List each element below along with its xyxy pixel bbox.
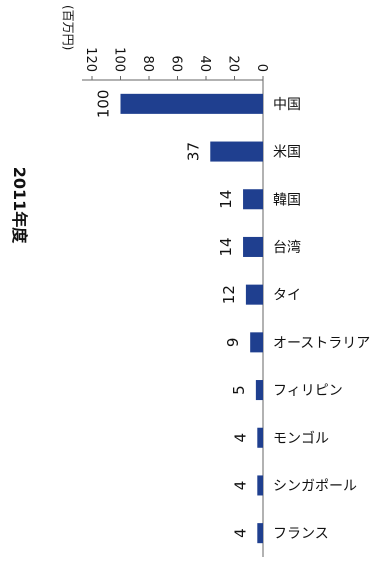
bar-value-label: 4 [231,528,249,538]
bar [120,93,263,114]
bar-value-label: 37 [184,142,202,161]
bar [257,427,263,448]
bar-value-label: 12 [220,285,238,304]
bar-value-label: 14 [217,237,235,256]
bar [245,284,263,305]
category-label: オーストラリア [273,335,370,351]
category-label: フィリピン [273,383,343,399]
category-label: 韓国 [273,192,301,208]
bar-value-label: 4 [231,481,249,491]
bar [255,380,263,401]
bar-value-label: 100 [95,90,113,119]
category-label: モンゴル [273,430,329,447]
y-tick-label: 80 [140,55,155,72]
bar-value-label: 14 [217,190,235,209]
bar [210,141,263,162]
category-label: 台湾 [273,239,301,256]
y-tick-label: 100 [112,47,127,72]
y-tick-label: 0 [254,64,269,72]
category-label: 中国 [273,97,301,113]
y-tick-label: 40 [197,55,212,72]
bar-value-label: 5 [230,385,248,395]
y-tick-label: 20 [226,55,241,72]
unit-label: (百万円) [61,5,75,50]
category-label: タイ [273,288,301,304]
bar-value-label: 9 [224,338,242,348]
bar [243,236,263,257]
bar [257,475,263,496]
bar [250,332,263,353]
y-tick-label: 60 [169,55,184,72]
bar [257,523,263,544]
y-tick-label: 120 [83,47,98,72]
bar [243,189,263,210]
chart-title: 2011年度 [10,167,29,245]
category-label: 米国 [273,145,301,161]
category-label: フランス [273,526,329,542]
category-label: シンガポール [273,478,357,494]
bar-value-label: 4 [231,433,249,443]
